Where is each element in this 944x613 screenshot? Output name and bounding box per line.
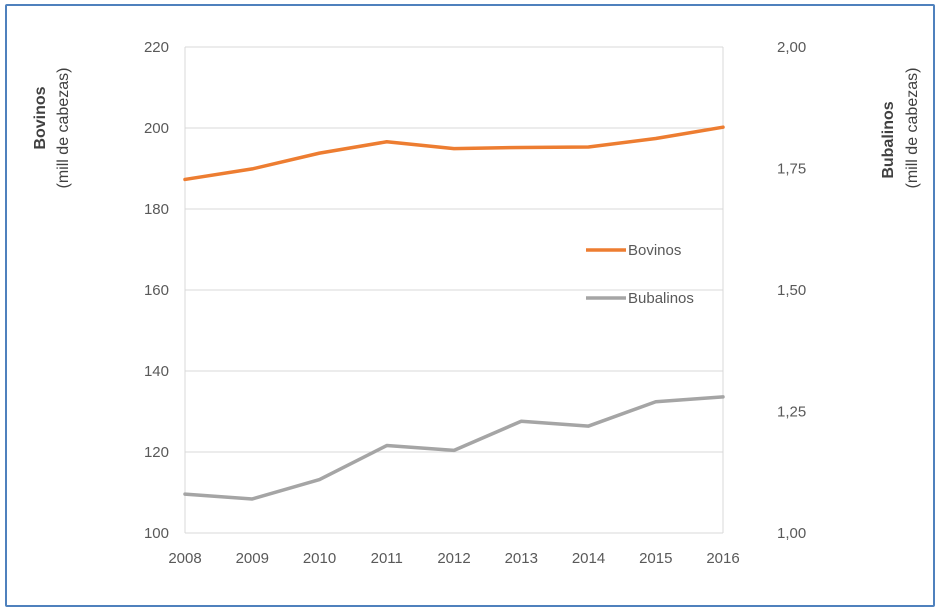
series-lines [183, 125, 725, 501]
right-tick-label: 1,50 [777, 282, 806, 299]
right-tick-label: 2,00 [777, 39, 806, 56]
right-axis-ticks: 1,00 1,25 1,50 1,75 2,00 [777, 39, 806, 542]
left-tick-label: 220 [144, 39, 169, 56]
left-axis-subtitle: (mill de cabezas) [55, 68, 72, 189]
x-tick-label: 2008 [168, 550, 201, 567]
x-tick-label: 2011 [371, 550, 403, 567]
x-tick-label: 2010 [303, 550, 336, 567]
gridlines [185, 46, 723, 534]
left-tick-label: 160 [144, 282, 169, 299]
x-tick-label: 2014 [572, 550, 605, 567]
left-tick-label: 200 [144, 120, 169, 137]
left-tick-label: 140 [144, 363, 169, 380]
left-tick-label: 120 [144, 444, 169, 461]
left-tick-label: 180 [144, 201, 169, 218]
series-line-bubalinos [183, 395, 725, 501]
right-tick-label: 1,00 [777, 525, 806, 542]
right-axis-title: Bubalinos [880, 101, 897, 178]
left-axis-title: Bovinos [32, 86, 49, 149]
x-axis-ticks: 2008 2009 2010 2011 2012 2013 2014 2015 2016 [168, 550, 739, 567]
x-tick-label: 2009 [236, 550, 269, 567]
legend-label-bovinos: Bovinos [628, 242, 681, 259]
x-tick-label: 2013 [505, 550, 538, 567]
chart-frame [5, 4, 935, 607]
legend-label-bubalinos: Bubalinos [628, 290, 694, 307]
right-tick-label: 1,25 [777, 404, 806, 421]
x-tick-label: 2016 [706, 550, 739, 567]
x-tick-label: 2012 [437, 550, 470, 567]
series-line-bovinos [183, 125, 725, 182]
right-tick-label: 1,75 [777, 161, 806, 178]
left-tick-label: 100 [144, 525, 169, 542]
right-axis-subtitle: (mill de cabezas) [904, 68, 921, 189]
left-axis-ticks: 100 120 140 160 180 200 220 [144, 39, 169, 542]
legend: Bovinos Bubalinos [586, 242, 694, 307]
x-tick-label: 2015 [639, 550, 672, 567]
